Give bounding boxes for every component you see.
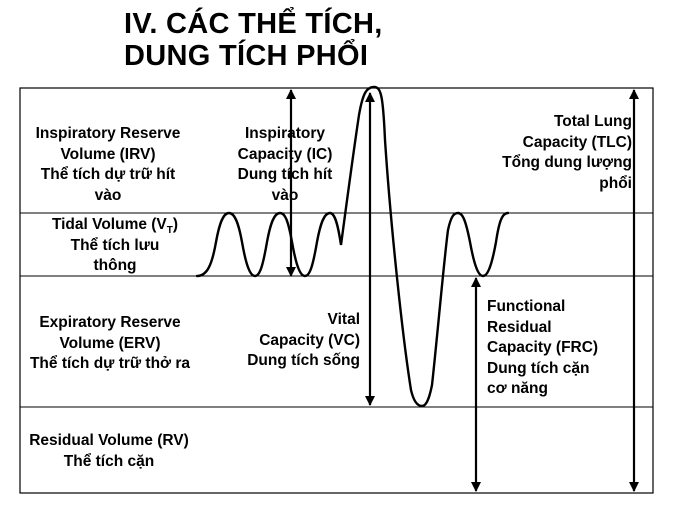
tv-label: Tidal Volume (VT) Thể tích lưu thông bbox=[30, 215, 200, 277]
rv-label-line-1: Residual Volume (RV) bbox=[29, 432, 189, 449]
frc-label-line-4: Dung tích cặn bbox=[487, 359, 590, 377]
rv-label-line-2: Thể tích cặn bbox=[63, 452, 155, 470]
spirogram-trace bbox=[195, 85, 510, 408]
irv-label-line-3: Thể tích dự trữ hít bbox=[40, 166, 176, 183]
tlc-label-line-3: Tổng dung lượng bbox=[502, 154, 632, 171]
tv-label-suffix: ) bbox=[172, 216, 179, 233]
erv-label-line-3: Thể tích dự trữ thở ra bbox=[29, 355, 191, 372]
irv-label-line-1: Inspiratory Reserve bbox=[35, 125, 181, 142]
ic-label-line-4: vào bbox=[271, 186, 299, 204]
ic-label-line-1: Inspiratory bbox=[244, 125, 326, 142]
tlc-label: Total Lung Capacity (TLC) Tổng dung lượn… bbox=[478, 112, 632, 194]
erv-label-line-1: Expiratory Reserve bbox=[39, 314, 181, 331]
tlc-label-line-2: Capacity (TLC) bbox=[522, 133, 632, 151]
tlc-label-line-4: phổi bbox=[599, 174, 632, 192]
vc-label-line-1: Vital bbox=[327, 311, 360, 328]
title-line-2: DUNG TÍCH PHỔI bbox=[124, 40, 369, 72]
frc-label-line-3: Capacity (FRC) bbox=[487, 339, 599, 356]
title-line-1: IV. CÁC THỂ TÍCH, bbox=[124, 8, 383, 40]
tv-label-prefix: Tidal Volume (V bbox=[51, 216, 167, 233]
erv-label: Expiratory Reserve Volume (ERV) Thể tích… bbox=[20, 313, 200, 375]
vc-label-line-2: Capacity (VC) bbox=[259, 331, 360, 349]
irv-label: Inspiratory Reserve Volume (IRV) Thể tíc… bbox=[20, 124, 196, 206]
ic-label: Inspiratory Capacity (IC) Dung tích hít … bbox=[222, 124, 348, 206]
tv-label-line-3: thông bbox=[93, 257, 137, 274]
vc-label-line-3: Dung tích sống bbox=[247, 352, 360, 369]
tv-label-line-2: Thể tích lưu bbox=[70, 236, 160, 254]
irv-label-line-2: Volume (IRV) bbox=[60, 145, 156, 163]
page-title: IV. CÁC THỂ TÍCH, DUNG TÍCH PHỔI bbox=[124, 8, 383, 72]
rv-label: Residual Volume (RV) Thể tích cặn bbox=[20, 431, 198, 472]
frc-label-line-5: cơ năng bbox=[487, 380, 548, 397]
diagram-frame bbox=[19, 87, 654, 494]
frc-label-line-2: Residual bbox=[487, 318, 552, 336]
irv-label-line-4: vào bbox=[94, 186, 122, 204]
frc-label-line-1: Functional bbox=[487, 298, 566, 315]
erv-label-line-2: Volume (ERV) bbox=[59, 334, 161, 352]
frc-label: Functional Residual Capacity (FRC) Dung … bbox=[487, 297, 627, 400]
vc-label: Vital Capacity (VC) Dung tích sống bbox=[228, 310, 360, 372]
tv-label-line-1: Tidal Volume (VT) bbox=[30, 215, 200, 236]
ic-label-line-2: Capacity (IC) bbox=[237, 145, 333, 163]
tv-label-subscript: T bbox=[166, 225, 173, 237]
ic-label-line-3: Dung tích hít bbox=[237, 166, 333, 183]
tlc-label-line-1: Total Lung bbox=[553, 113, 632, 130]
